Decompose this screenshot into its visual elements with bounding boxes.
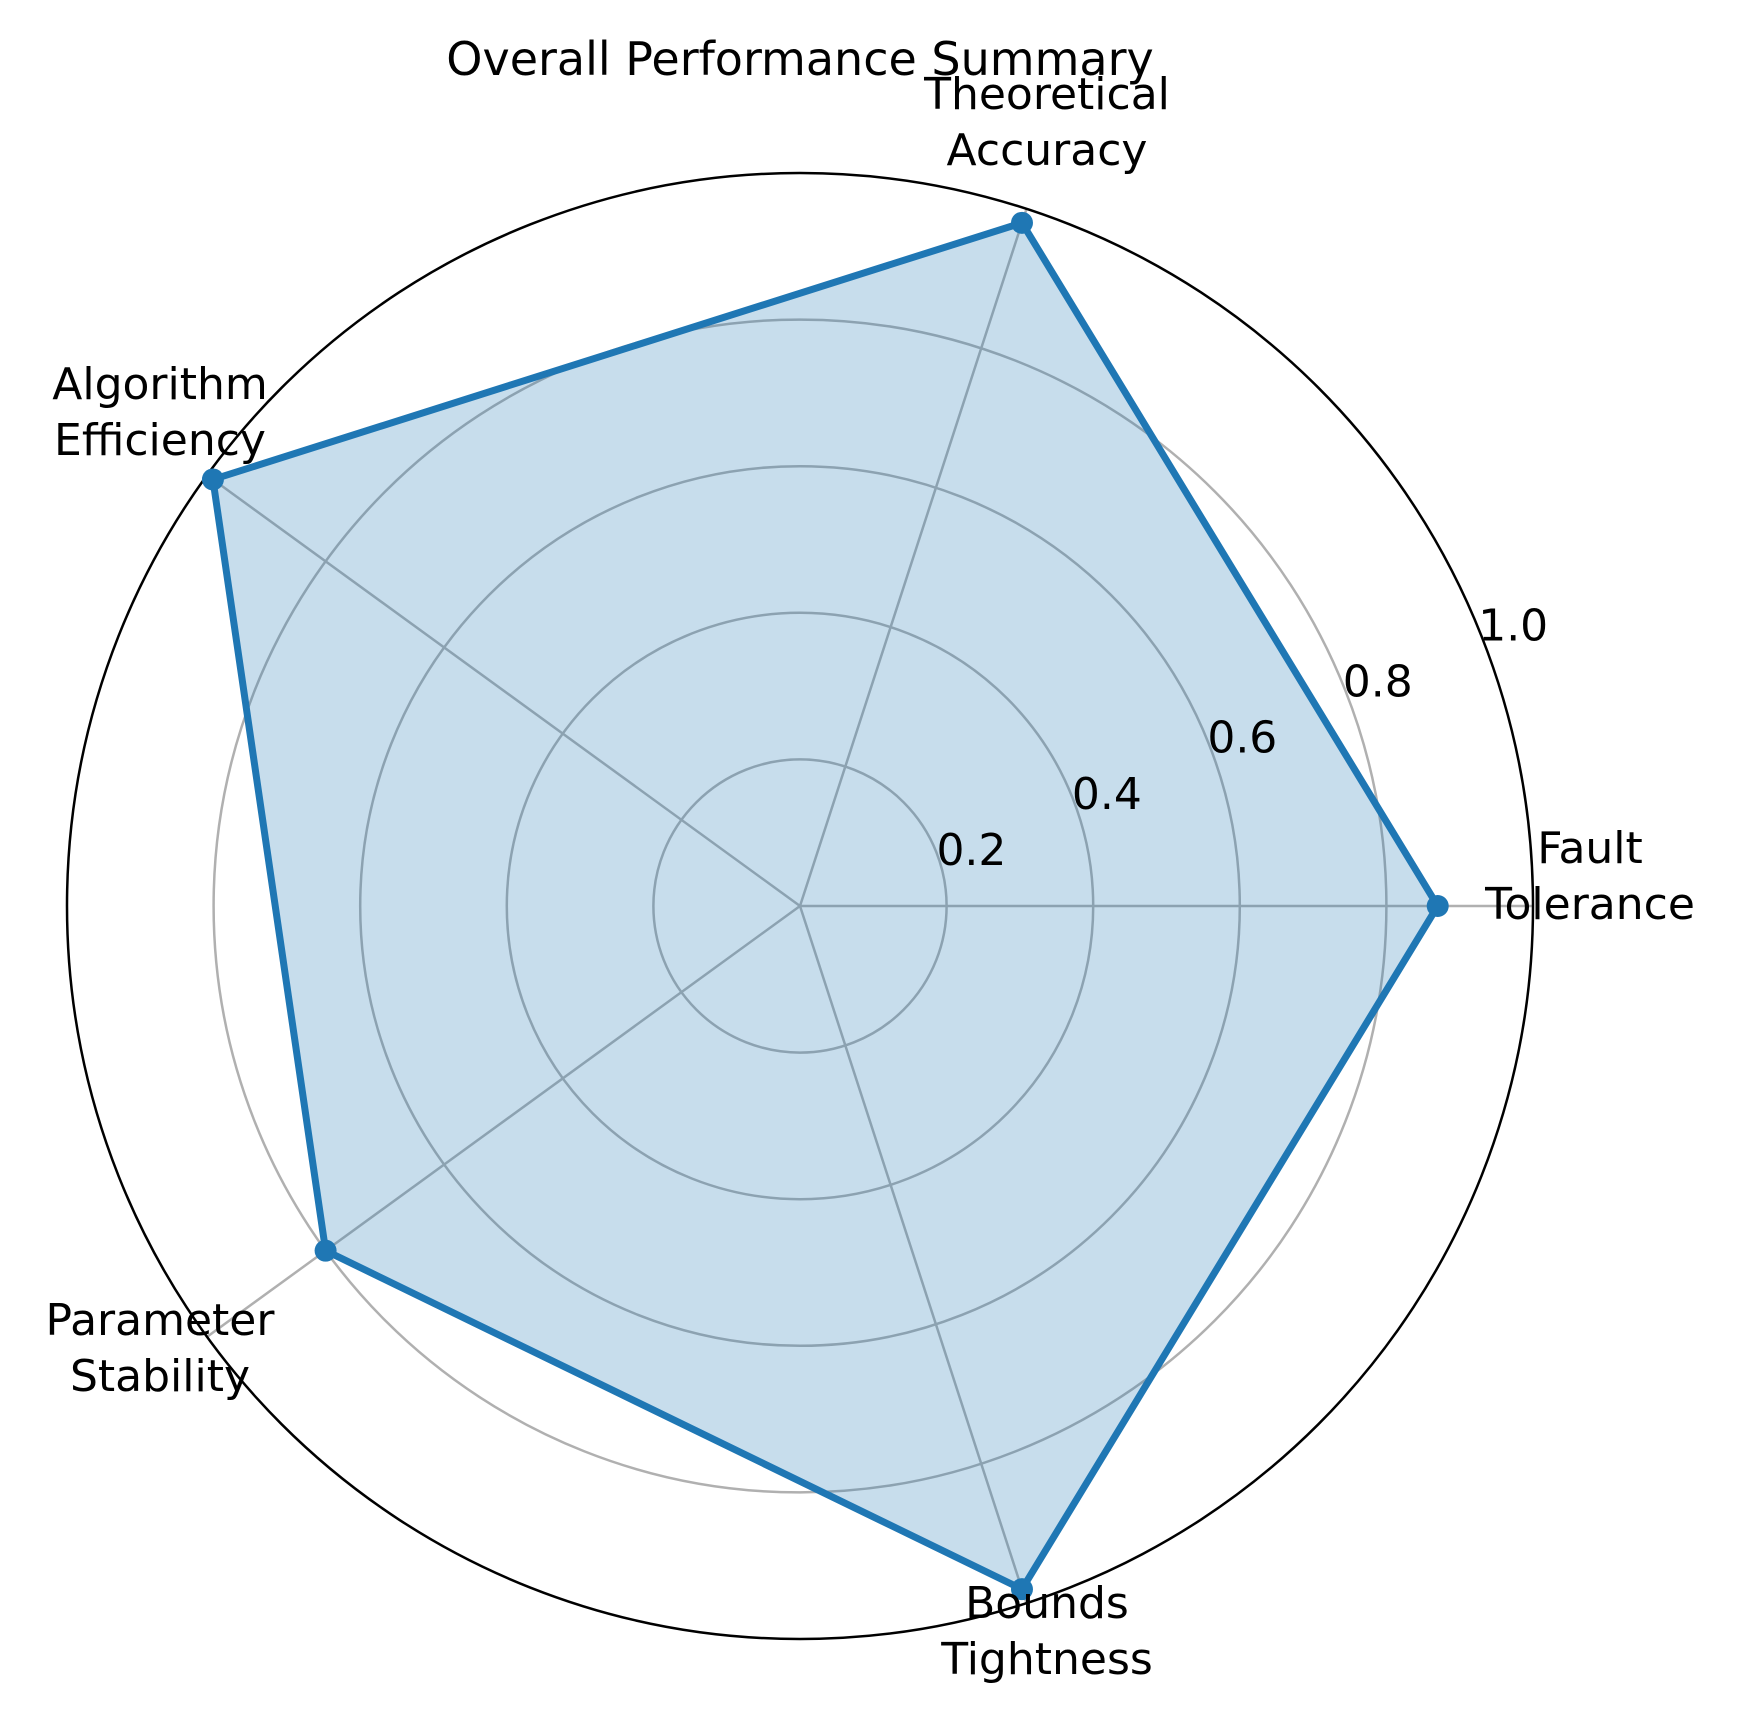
category-label-line: Tightness [940,1634,1153,1685]
category-label-line: Parameter [46,1295,276,1346]
polar-frame [65,171,1535,1641]
category-label: Bounds Tightness [940,1578,1153,1685]
series-layer [201,211,1449,1601]
category-label: Algorithm Efficiency [52,359,268,466]
grid-spoke [206,474,801,908]
data-point [1010,1578,1033,1601]
series-line [209,219,1442,1593]
category-label-line: Accuracy [947,125,1148,176]
r-tick-label: 0.4 [1072,769,1142,820]
r-tick-label: 0.6 [1207,713,1277,764]
data-point [314,1239,337,1262]
r-tick-label: 0.2 [936,825,1006,876]
data-point [1010,211,1033,234]
category-label-line: Fault [1537,823,1643,874]
series-fill [212,222,1438,1590]
category-label-line: Bounds [965,1578,1129,1629]
category-label: Fault Tolerance [1484,823,1695,930]
category-label: Parameter Stability [46,1295,276,1402]
data-point [201,468,224,491]
label-layer: 0.2 0.4 0.6 0.8 1.0 Fault Tolerance Theoretical… [46,69,1695,1685]
data-point [1426,895,1449,917]
chart-title: Overall Performance Summary [446,32,1153,86]
radial-grid [65,171,1535,1641]
r-tick-label: 1.0 [1478,600,1548,651]
grid-spoke [798,208,1028,907]
category-label-line: Stability [70,1351,250,1402]
category-label-line: Algorithm [52,359,268,410]
category-label-line: Theoretical [923,69,1170,120]
category-label-line: Efficiency [54,415,266,466]
category-label: Theoretical Accuracy [923,69,1170,176]
category-label-line: Tolerance [1484,879,1695,930]
grid-spoke [798,905,1028,1604]
grid-spoke [206,904,801,1338]
r-tick-label: 0.8 [1343,657,1413,708]
